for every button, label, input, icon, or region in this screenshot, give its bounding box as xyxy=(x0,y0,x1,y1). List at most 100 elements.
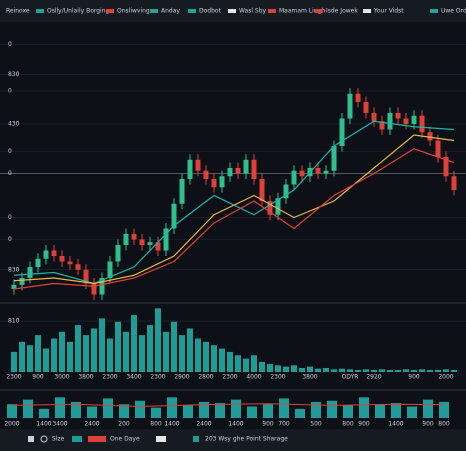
legend-swatch[interactable] xyxy=(430,9,438,13)
volume-bar xyxy=(215,403,225,418)
volume-bar xyxy=(247,406,257,418)
x-tick-label: 2000 xyxy=(438,374,453,381)
volume-bar xyxy=(7,404,17,418)
volume-bar xyxy=(347,369,353,372)
y-tick-label: 0 xyxy=(8,170,12,177)
footer-swatch[interactable] xyxy=(96,436,106,442)
legend-swatch[interactable] xyxy=(228,9,236,13)
volume-bar xyxy=(183,405,193,418)
volume-bar xyxy=(343,405,353,418)
candle-body xyxy=(131,234,137,240)
volume-bar xyxy=(107,338,113,372)
x-tick-label: 2300 xyxy=(270,374,285,381)
legend-label[interactable]: Anday xyxy=(161,8,180,15)
footer-swatch[interactable] xyxy=(193,436,199,442)
footer-label[interactable]: Slze xyxy=(52,436,65,443)
volume-bar xyxy=(115,321,121,372)
x-tick-label: 2900 xyxy=(174,374,189,381)
legend-label[interactable]: Maamam Lingh xyxy=(279,8,325,15)
legend-swatch[interactable] xyxy=(315,9,323,13)
x-tick-label: 2300 xyxy=(150,374,165,381)
x-tick-label: 900 xyxy=(408,374,420,381)
legend-swatch[interactable] xyxy=(188,9,196,13)
volume-bar xyxy=(219,348,225,372)
candle-body xyxy=(283,184,289,199)
volume-bar xyxy=(11,351,17,372)
volume-bar xyxy=(43,348,49,372)
footer-swatch[interactable] xyxy=(156,436,166,442)
legend-swatch[interactable] xyxy=(36,9,44,13)
candle-body xyxy=(331,146,337,171)
footer-label[interactable]: One Daye xyxy=(110,436,140,443)
x-tick-label: 3800 xyxy=(78,374,93,381)
volume-bar xyxy=(179,335,185,372)
volume-bar xyxy=(23,399,33,418)
volume-bar xyxy=(291,365,297,372)
x-tick-label: 700 xyxy=(278,421,290,428)
footer-label[interactable]: 203 Wsy ghe Point Sharage xyxy=(205,436,288,443)
volume-bar xyxy=(39,408,49,418)
footer-icon[interactable] xyxy=(40,435,48,443)
volume-bar xyxy=(375,404,385,418)
volume-bar xyxy=(71,401,81,418)
footer-icon[interactable] xyxy=(28,436,34,442)
candle-body xyxy=(171,203,177,229)
x-tick-label: 2300 xyxy=(6,374,21,381)
legend-swatch[interactable] xyxy=(363,9,371,13)
volume-bar xyxy=(443,369,449,372)
volume-bar xyxy=(135,400,145,418)
candle-body xyxy=(387,113,393,130)
volume-bar xyxy=(395,369,401,372)
volume-bar xyxy=(55,397,65,418)
legend-label[interactable]: Uwe Ord xyxy=(441,8,466,15)
candle-body xyxy=(259,179,265,201)
volume-bar xyxy=(407,406,417,418)
y-tick-label: 810 xyxy=(8,318,20,325)
legend-label[interactable]: Dodbot xyxy=(199,8,222,15)
x-tick-label: 1400 xyxy=(228,421,243,428)
candle-body xyxy=(427,132,433,141)
candle-body xyxy=(75,264,81,270)
volume-line xyxy=(11,403,445,408)
candle-body xyxy=(99,278,105,295)
x-tick-label: 800 xyxy=(150,421,162,428)
legend-label[interactable]: Wasl Sby xyxy=(239,8,267,15)
x-tick-label: 2000 xyxy=(4,421,19,428)
volume-bar xyxy=(411,369,417,372)
volume-bar xyxy=(307,366,313,372)
x-tick-label: 200 xyxy=(118,421,130,428)
candle-body xyxy=(251,159,257,179)
legend-label[interactable]: Your Vidst xyxy=(373,8,404,15)
candle-body xyxy=(11,284,17,289)
candle-body xyxy=(235,168,241,174)
legend-swatch[interactable] xyxy=(268,9,276,13)
candle-body xyxy=(299,170,305,177)
legend-label[interactable]: Isde Jowek xyxy=(326,8,358,15)
volume-bar xyxy=(235,355,241,372)
legend-title: Reinoxe xyxy=(6,8,30,15)
candle-body xyxy=(219,176,225,188)
x-tick-label: 2800 xyxy=(198,374,213,381)
candle-body xyxy=(67,261,73,265)
legend-label[interactable]: Onsliwving xyxy=(117,8,150,15)
legend-label[interactable]: Oslly/Unlaily Borging xyxy=(47,8,110,15)
x-tick-label: 2400 xyxy=(84,421,99,428)
footer-bar xyxy=(0,429,466,451)
volume-bar xyxy=(195,338,201,372)
volume-bar xyxy=(435,369,441,372)
volume-bar xyxy=(83,335,89,372)
footer-swatch[interactable] xyxy=(72,436,82,442)
volume-bar xyxy=(87,406,97,418)
legend-swatch[interactable] xyxy=(106,9,114,13)
footer-swatch[interactable] xyxy=(88,436,98,442)
candle-body xyxy=(355,93,361,102)
volume-bar xyxy=(275,365,281,372)
candle-body xyxy=(51,250,57,256)
volume-bar xyxy=(27,345,33,372)
legend-swatch[interactable] xyxy=(150,9,158,13)
volume-bar xyxy=(259,361,265,372)
volume-bar xyxy=(151,407,161,418)
x-tick-label: 2400 xyxy=(196,421,211,428)
volume-bar xyxy=(327,400,337,418)
